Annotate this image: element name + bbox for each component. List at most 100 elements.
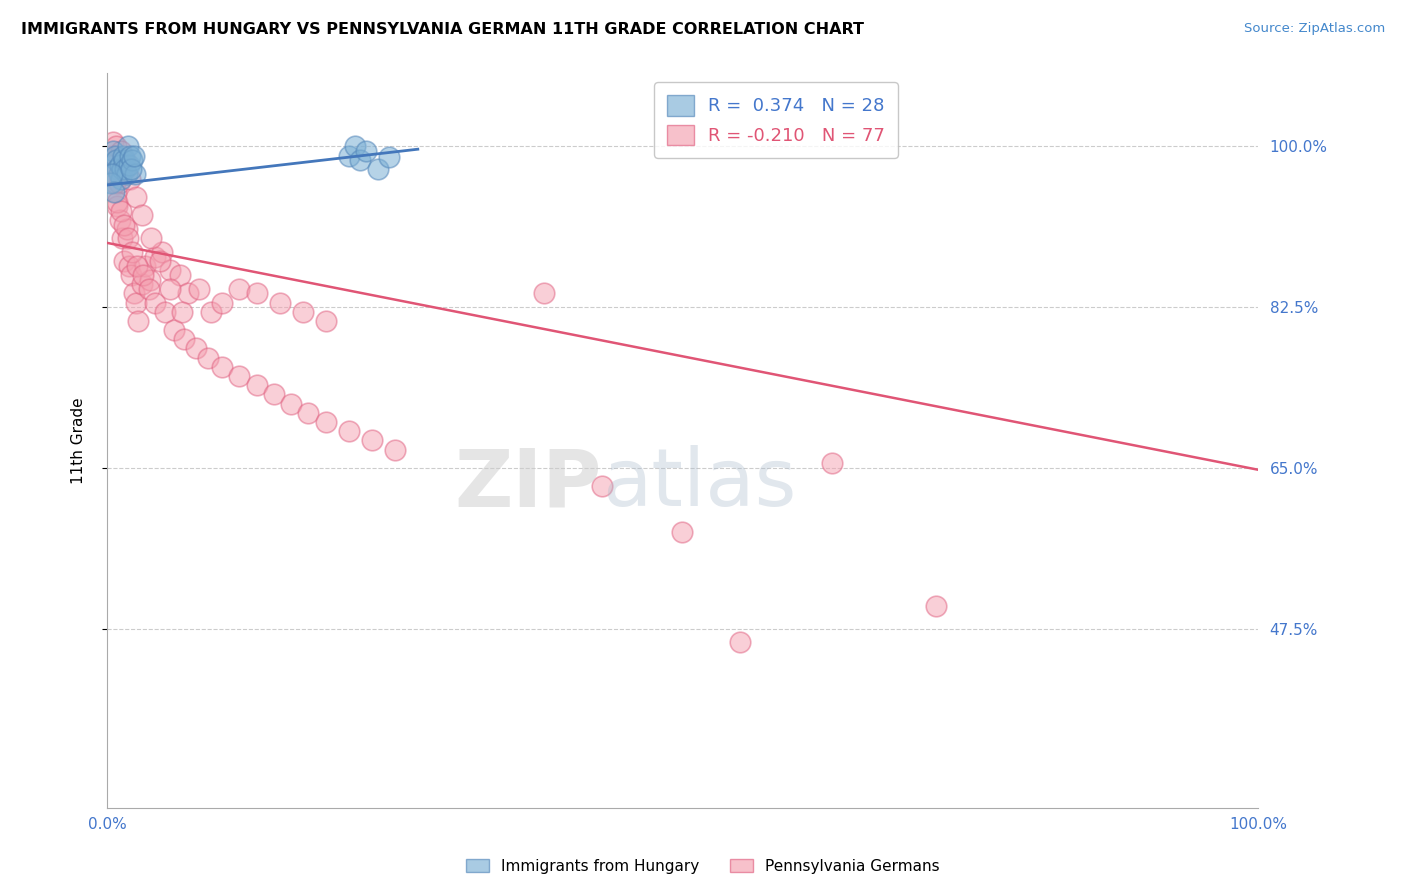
- Point: [122, 286, 145, 301]
- Point: [297, 406, 319, 420]
- Point: [118, 158, 141, 172]
- Point: [246, 286, 269, 301]
- Point: [112, 148, 135, 162]
- Point: [100, 176, 122, 190]
- Point: [120, 162, 142, 177]
- Point: [134, 259, 156, 273]
- Point: [367, 162, 389, 177]
- Point: [138, 272, 160, 286]
- Point: [110, 171, 132, 186]
- Point: [315, 314, 337, 328]
- Point: [107, 162, 129, 177]
- Point: [111, 231, 134, 245]
- Point: [349, 153, 371, 168]
- Point: [112, 218, 135, 232]
- Point: [114, 153, 136, 168]
- Point: [138, 282, 160, 296]
- Text: atlas: atlas: [602, 445, 796, 524]
- Point: [360, 434, 382, 448]
- Point: [101, 158, 124, 172]
- Point: [337, 148, 360, 162]
- Point: [103, 167, 125, 181]
- Point: [125, 295, 148, 310]
- Point: [228, 369, 250, 384]
- Point: [170, 305, 193, 319]
- Point: [315, 415, 337, 429]
- Point: [149, 254, 172, 268]
- Point: [107, 199, 129, 213]
- Point: [176, 286, 198, 301]
- Point: [200, 305, 222, 319]
- Point: [924, 599, 946, 613]
- Point: [121, 153, 143, 168]
- Point: [104, 148, 127, 162]
- Point: [169, 268, 191, 282]
- Point: [150, 245, 173, 260]
- Point: [291, 305, 314, 319]
- Point: [110, 144, 132, 158]
- Point: [246, 378, 269, 392]
- Point: [110, 203, 132, 218]
- Point: [728, 635, 751, 649]
- Y-axis label: 11th Grade: 11th Grade: [72, 397, 86, 483]
- Point: [188, 282, 211, 296]
- Point: [111, 162, 134, 177]
- Point: [107, 167, 129, 181]
- Point: [101, 135, 124, 149]
- Point: [159, 263, 181, 277]
- Point: [173, 332, 195, 346]
- Point: [131, 277, 153, 292]
- Point: [228, 282, 250, 296]
- Point: [211, 359, 233, 374]
- Point: [184, 342, 207, 356]
- Point: [108, 213, 131, 227]
- Point: [124, 167, 146, 181]
- Point: [117, 231, 139, 245]
- Point: [671, 525, 693, 540]
- Legend: Immigrants from Hungary, Pennsylvania Germans: Immigrants from Hungary, Pennsylvania Ge…: [460, 853, 946, 880]
- Point: [107, 194, 129, 209]
- Point: [131, 208, 153, 222]
- Point: [343, 139, 366, 153]
- Point: [104, 176, 127, 190]
- Point: [101, 144, 124, 158]
- Point: [821, 456, 844, 470]
- Point: [120, 268, 142, 282]
- Legend: R =  0.374   N = 28, R = -0.210   N = 77: R = 0.374 N = 28, R = -0.210 N = 77: [654, 82, 898, 158]
- Point: [122, 148, 145, 162]
- Point: [163, 323, 186, 337]
- Point: [121, 245, 143, 260]
- Point: [145, 250, 167, 264]
- Point: [337, 424, 360, 438]
- Point: [118, 259, 141, 273]
- Point: [269, 295, 291, 310]
- Point: [125, 190, 148, 204]
- Point: [533, 286, 555, 301]
- Point: [105, 139, 128, 153]
- Point: [107, 176, 129, 190]
- Point: [117, 139, 139, 153]
- Text: IMMIGRANTS FROM HUNGARY VS PENNSYLVANIA GERMAN 11TH GRADE CORRELATION CHART: IMMIGRANTS FROM HUNGARY VS PENNSYLVANIA …: [21, 22, 865, 37]
- Point: [197, 351, 219, 365]
- Point: [120, 148, 142, 162]
- Point: [145, 295, 167, 310]
- Point: [280, 396, 302, 410]
- Point: [112, 153, 135, 168]
- Point: [100, 148, 122, 162]
- Point: [115, 222, 138, 236]
- Point: [591, 479, 613, 493]
- Point: [378, 151, 401, 165]
- Point: [114, 162, 136, 177]
- Point: [132, 268, 155, 282]
- Point: [108, 158, 131, 172]
- Point: [153, 305, 176, 319]
- Point: [105, 153, 128, 168]
- Point: [105, 186, 128, 200]
- Point: [103, 186, 125, 200]
- Point: [263, 387, 285, 401]
- Point: [120, 171, 142, 186]
- Point: [211, 295, 233, 310]
- Text: ZIP: ZIP: [454, 445, 602, 524]
- Point: [159, 282, 181, 296]
- Point: [139, 231, 162, 245]
